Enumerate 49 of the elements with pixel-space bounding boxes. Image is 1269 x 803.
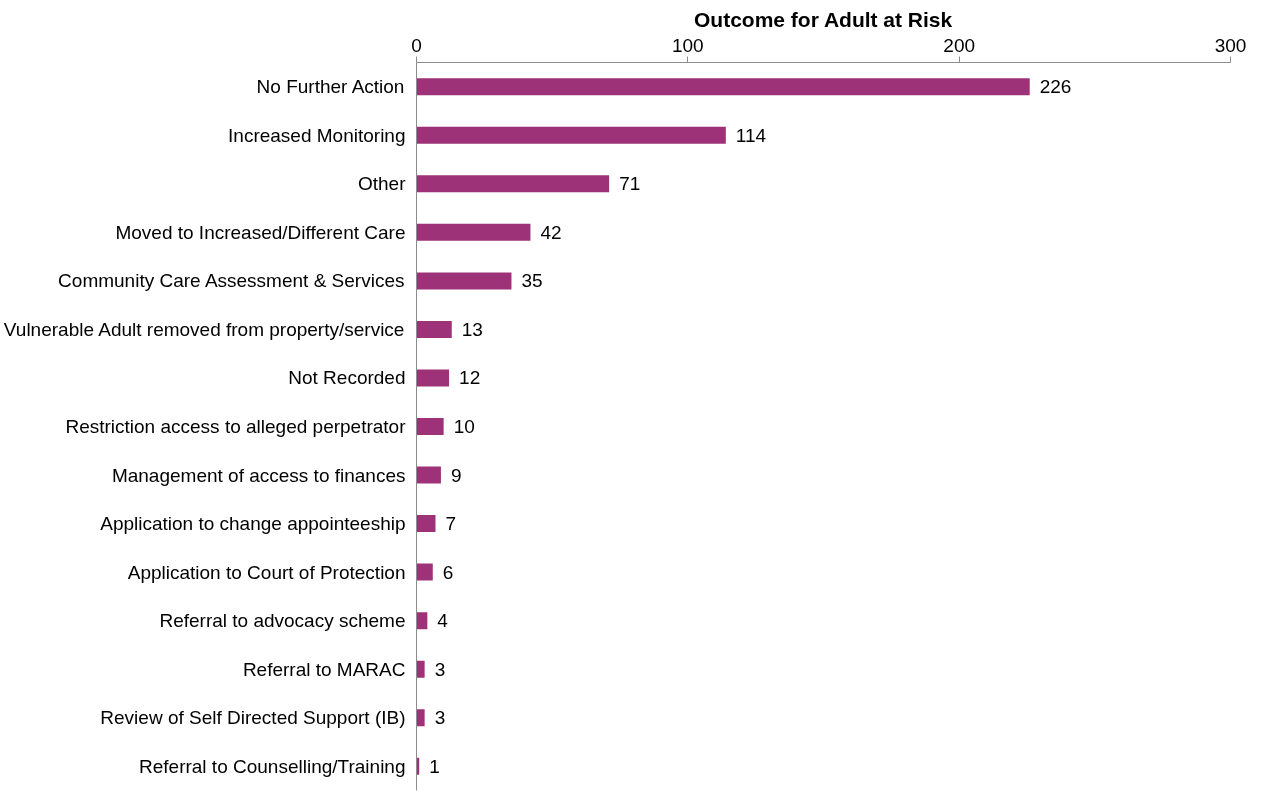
- data-label: 7: [445, 513, 457, 535]
- y-tick-label: Application to change appointeeship: [100, 513, 406, 535]
- data-label: 13: [461, 318, 483, 340]
- y-tick-label: Referral to Counselling/Training: [139, 755, 406, 777]
- data-label: 3: [434, 658, 446, 680]
- y-tick-label: Restriction access to alleged perpetrator: [65, 416, 407, 437]
- bar: [416, 223, 531, 241]
- data-label: 6: [442, 561, 454, 583]
- bar: [416, 418, 444, 435]
- y-tick-label: Review of Self Directed Support (IB): [100, 707, 406, 729]
- y-tick-label: Vulnerable Adult removed from property/service: [3, 318, 405, 340]
- bar: [416, 466, 441, 484]
- bar: [416, 320, 452, 338]
- x-tick-label: 100: [671, 34, 704, 56]
- y-tick-label: Increased Monitoring: [228, 124, 406, 146]
- x-tick-label: 0: [411, 34, 422, 56]
- y-tick-label: Not Recorded: [288, 367, 406, 389]
- y-tick-label: Other: [357, 173, 407, 195]
- bar: [416, 660, 425, 678]
- y-tick-label: Referral to advocacy scheme: [159, 610, 406, 632]
- bar: [416, 709, 425, 727]
- y-tick-label: Management of access to finances: [111, 464, 406, 486]
- data-label: 9: [450, 464, 462, 486]
- y-tick-label: Referral to MARAC: [242, 658, 406, 680]
- data-label: 114: [735, 124, 767, 146]
- x-tick-label: 300: [1214, 34, 1247, 56]
- y-tick-label: Application to Court of Protection: [127, 561, 406, 583]
- bar: [416, 175, 610, 193]
- data-label: 226: [1039, 76, 1072, 98]
- data-label: 10: [453, 416, 475, 437]
- data-label: 12: [459, 367, 481, 389]
- bar: [416, 515, 436, 533]
- y-tick-label: Community Care Assessment & Services: [58, 270, 405, 292]
- bar: [416, 126, 726, 144]
- data-label: 1: [429, 755, 440, 777]
- bar: [416, 272, 512, 290]
- bar: [416, 563, 433, 581]
- data-label: 35: [521, 270, 543, 292]
- bar: [416, 612, 428, 630]
- data-label: 4: [437, 610, 449, 632]
- x-tick-label: 200: [943, 34, 976, 56]
- bar: [416, 78, 1030, 96]
- y-tick-label: Moved to Increased/Different Care: [115, 221, 406, 243]
- data-label: 42: [540, 221, 562, 243]
- data-label: 3: [434, 707, 446, 729]
- chart-title: Outcome for Adult at Risk: [693, 7, 953, 31]
- data-label: 71: [619, 173, 641, 195]
- bar: [416, 369, 450, 387]
- y-tick-label: No Further Action: [256, 76, 405, 98]
